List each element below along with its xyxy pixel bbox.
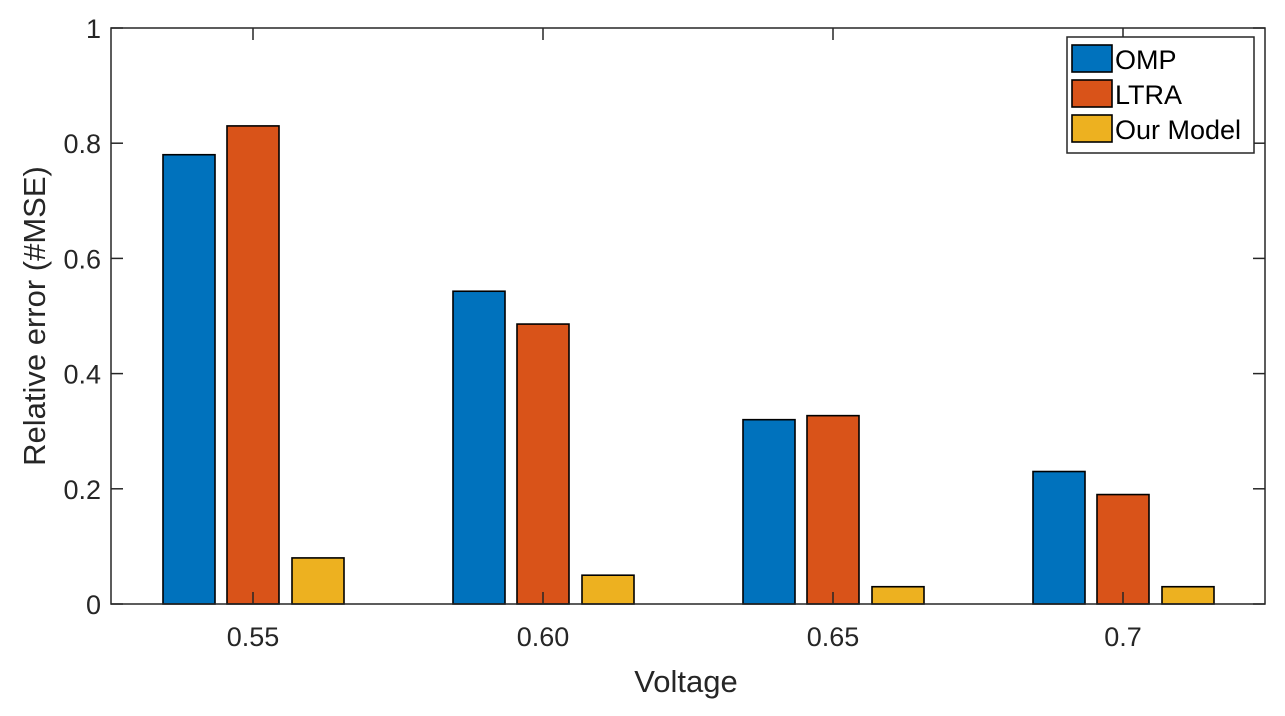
- legend-label: Our Model: [1115, 115, 1241, 145]
- bar-ltra-0.7: [1096, 493, 1150, 605]
- y-axis-title: Relative error (#MSE): [17, 166, 52, 466]
- legend-label: OMP: [1115, 45, 1177, 75]
- bar-omp-0.7: [1032, 470, 1086, 605]
- y-tick-label: 0: [86, 590, 101, 620]
- bar-ltra-0.60: [516, 323, 570, 605]
- bar-ltra-0.65: [806, 414, 860, 605]
- y-tick-label: 0.2: [63, 475, 101, 505]
- x-axis-title: Voltage: [634, 664, 737, 699]
- legend: OMP LTRA Our Model: [1066, 36, 1255, 154]
- bar-omp-0.55: [162, 153, 216, 605]
- y-tick-label: 0.6: [63, 244, 101, 274]
- bar-our-model-0.55: [291, 557, 345, 605]
- bar-omp-0.65: [742, 418, 796, 605]
- y-axis-ticks: 0 0.2 0.4 0.6 0.8 1: [63, 14, 1265, 620]
- legend-swatch-ltra: [1071, 79, 1113, 108]
- legend-swatch-our-model: [1071, 114, 1113, 143]
- x-axis-ticks: 0.55 0.60 0.65 0.7: [227, 28, 1142, 652]
- x-tick-label: 0.55: [227, 622, 280, 652]
- bar-our-model-0.65: [871, 585, 925, 605]
- bars-group: [162, 125, 1215, 605]
- bar-ltra-0.55: [226, 125, 280, 605]
- legend-swatch-omp: [1071, 44, 1113, 73]
- x-tick-label: 0.60: [517, 622, 570, 652]
- x-tick-label: 0.7: [1104, 622, 1142, 652]
- y-tick-label: 0.8: [63, 129, 101, 159]
- y-tick-label: 1: [86, 14, 101, 44]
- bar-our-model-0.60: [581, 574, 635, 605]
- x-tick-label: 0.65: [807, 622, 860, 652]
- bar-our-model-0.7: [1161, 585, 1215, 605]
- legend-label: LTRA: [1115, 80, 1182, 110]
- y-tick-label: 0.4: [63, 360, 101, 390]
- bar-omp-0.60: [452, 290, 506, 605]
- axes-group: [110, 27, 1266, 605]
- plot-area-border: [110, 27, 1266, 605]
